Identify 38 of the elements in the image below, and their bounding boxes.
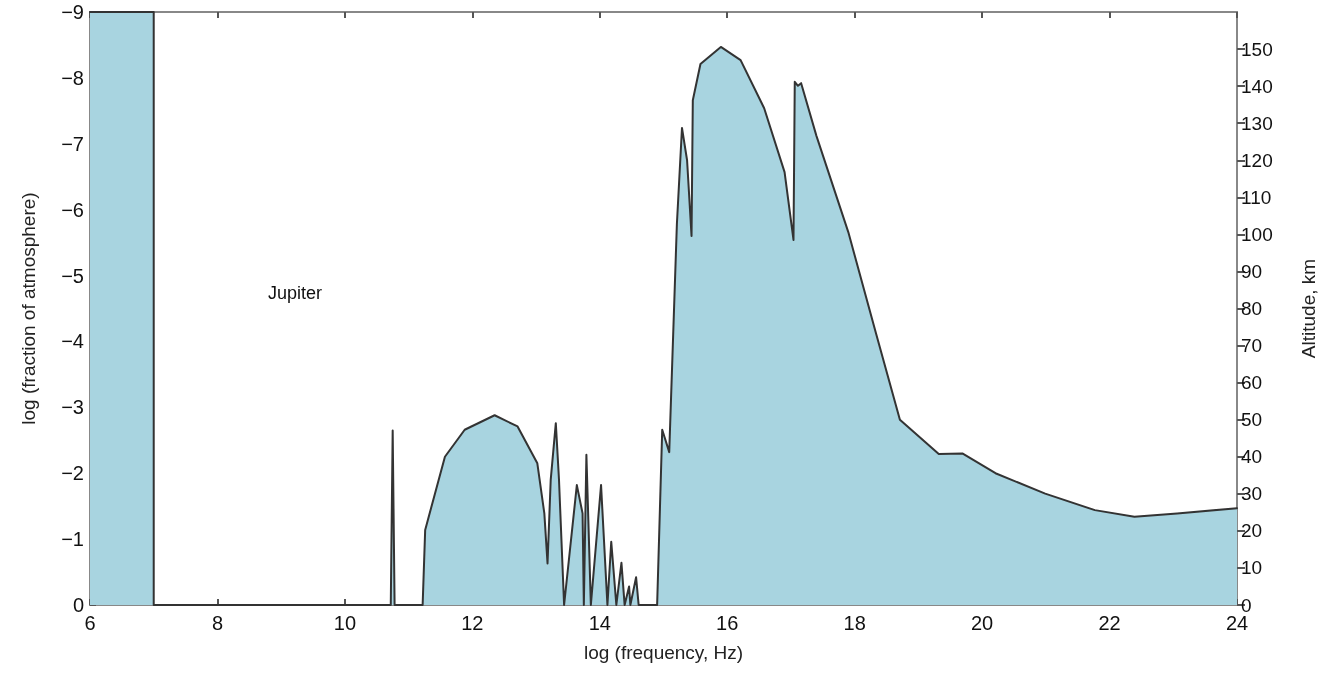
x-tick-label: 6	[84, 612, 96, 634]
y2-tick-label: 120	[1241, 149, 1273, 171]
x-tick-label: 8	[211, 612, 224, 634]
y-tick-label: −8	[61, 66, 84, 89]
annotation: Jupiter	[268, 283, 323, 303]
x-axis-title: log (frequency, Hz)	[583, 642, 744, 663]
y2-tick-label: 50	[1241, 409, 1263, 431]
y2-tick-label: 30	[1241, 483, 1263, 505]
y2-tick-label: 80	[1241, 298, 1263, 319]
x-tick-label: 10	[333, 612, 357, 634]
x-tick-label: 20	[970, 612, 994, 634]
y-tick-label: −5	[61, 264, 84, 287]
y2-tick-label: 70	[1241, 335, 1263, 357]
y-tick-label: −4	[61, 330, 84, 353]
x-tick-label: 12	[461, 612, 484, 634]
y-tick-label: −2	[61, 462, 84, 485]
y-tick-label: −3	[61, 396, 84, 419]
y-tick-label: −1	[61, 528, 84, 551]
x-tick-label: 22	[1098, 612, 1121, 634]
y-tick-label: −6	[61, 198, 84, 221]
y2-tick-label: 60	[1241, 372, 1263, 394]
y2-tick-label: 10	[1241, 557, 1263, 579]
x-tick-label: 16	[716, 612, 739, 634]
y-tick-label: −7	[61, 132, 84, 155]
y2-axis-title: Altitude, km	[1298, 258, 1319, 359]
y2-tick-label: 40	[1241, 446, 1263, 468]
y2-tick-label: 150	[1241, 38, 1273, 60]
y2-tick-label: 90	[1241, 260, 1263, 282]
x-tick-label: 14	[588, 612, 611, 634]
y2-tick-label: 130	[1241, 112, 1273, 134]
y2-tick-label: 140	[1241, 75, 1273, 97]
y2-tick-label: 20	[1241, 520, 1263, 542]
y-tick-label: 0	[72, 594, 84, 616]
y-axis-title: log (fraction of atmosphere)	[18, 192, 39, 425]
y2-tick-label: 110	[1241, 186, 1272, 208]
x-tick-label: 18	[843, 612, 866, 634]
y2-tick-label: 100	[1241, 223, 1273, 245]
y-tick-label: −9	[61, 1, 84, 23]
